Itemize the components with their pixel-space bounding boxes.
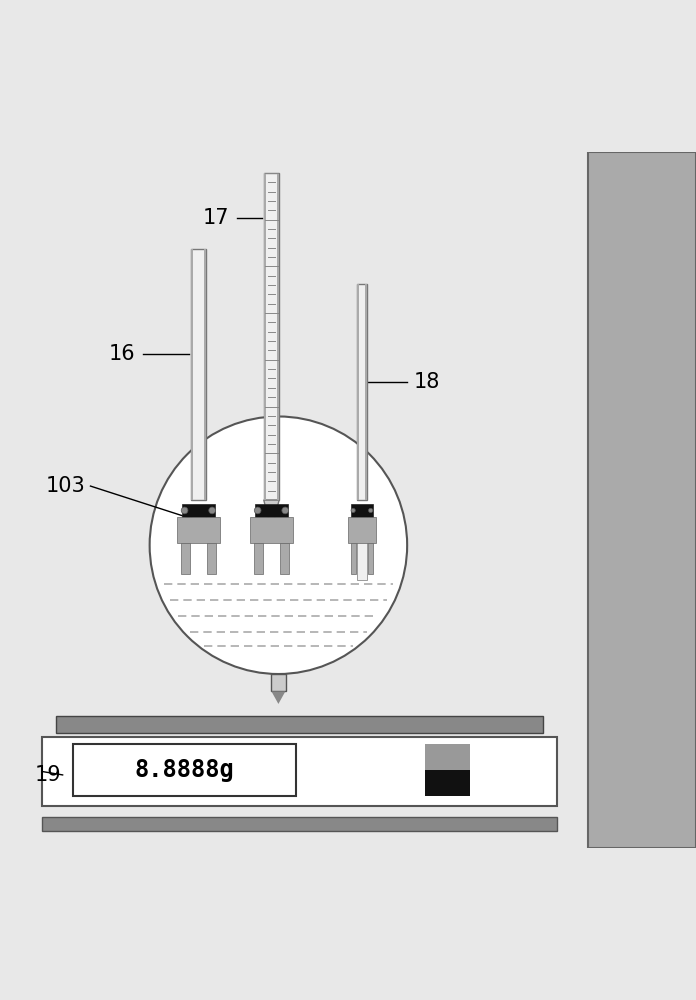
Bar [277,173,279,500]
Bar [271,674,286,691]
Bar [191,249,193,500]
Bar [73,744,296,796]
Text: 8.8888g: 8.8888g [134,758,235,782]
Polygon shape [264,500,279,531]
Bar [191,510,206,531]
Bar [42,737,557,806]
Bar [365,284,367,500]
Bar [348,517,376,543]
Text: 19: 19 [35,765,61,785]
Bar [181,543,189,574]
Circle shape [282,507,289,514]
Bar [425,744,470,770]
Bar [351,543,356,574]
Bar [351,504,372,517]
Bar [42,817,557,831]
Bar [367,543,373,574]
Circle shape [351,508,355,513]
Circle shape [181,507,188,514]
Bar [264,173,279,500]
Bar [191,249,206,500]
Bar [56,716,543,733]
Text: 103: 103 [45,476,85,496]
Bar [280,543,289,574]
Polygon shape [271,691,285,704]
Bar [357,284,367,500]
Circle shape [209,507,216,514]
Bar [177,517,220,543]
Bar [254,543,262,574]
Bar [357,284,358,500]
Bar [207,543,216,574]
Bar [357,510,367,580]
Bar [182,504,215,517]
Bar [588,152,696,848]
Bar [250,517,293,543]
Bar [204,249,206,500]
Circle shape [254,507,261,514]
Text: 16: 16 [109,344,136,364]
Circle shape [150,416,407,674]
Bar [425,770,470,796]
Text: 17: 17 [203,208,230,228]
Bar [255,504,288,517]
Circle shape [369,508,373,513]
Text: 18: 18 [414,372,441,392]
Bar [264,173,266,500]
